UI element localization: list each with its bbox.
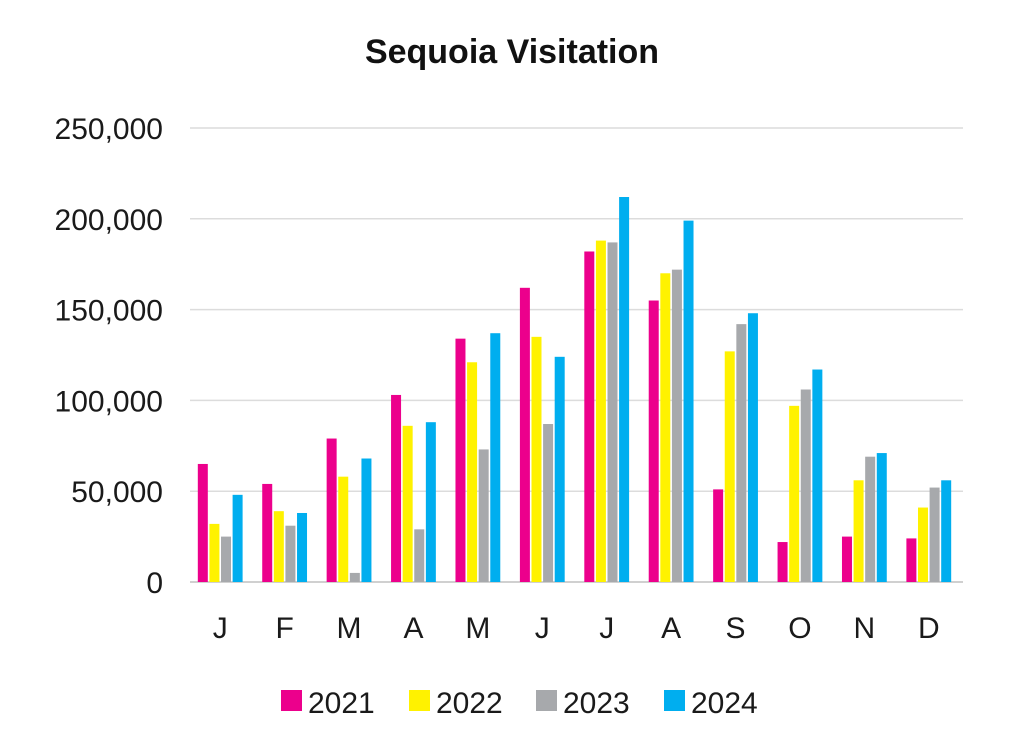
bar-2021	[906, 538, 917, 582]
legend-item-2024: 2024	[664, 687, 758, 720]
bar-2022	[273, 511, 284, 582]
bar-2021	[326, 438, 337, 582]
bar-2022	[789, 405, 800, 582]
bar-2024	[554, 356, 565, 582]
bar-2022	[467, 362, 478, 582]
bar-2024	[747, 313, 758, 582]
bar-2024	[941, 480, 952, 582]
bar-2021	[841, 536, 852, 582]
bar-2023	[671, 269, 682, 582]
y-tick-label: 50,000	[71, 476, 163, 509]
y-tick-label: 0	[146, 567, 163, 600]
bar-2023	[607, 242, 618, 582]
x-tick-label: A	[661, 612, 681, 645]
x-tick-label: M	[337, 612, 362, 645]
x-tick-label: A	[403, 612, 423, 645]
legend-swatch	[664, 690, 685, 711]
bar-2023	[221, 536, 232, 582]
bar-2024	[232, 494, 243, 582]
bar-2023	[865, 456, 876, 582]
x-tick-label: N	[854, 612, 876, 645]
bar-2023	[543, 424, 554, 582]
x-tick-label: J	[599, 612, 614, 645]
bar-2024	[425, 422, 436, 582]
bar-2021	[262, 483, 273, 582]
x-tick-label: M	[465, 612, 490, 645]
bar-2021	[777, 542, 788, 582]
bar-2023	[736, 324, 747, 582]
bar-2022	[724, 351, 735, 582]
legend-label: 2023	[563, 687, 630, 720]
legend-item-2021: 2021	[281, 687, 375, 720]
legend-label: 2024	[691, 687, 758, 720]
y-axis-ticks: 0 50,000 100,000 150,000 200,000 250,000	[55, 113, 163, 600]
bar-2023	[478, 449, 489, 582]
bar-2024	[812, 369, 823, 582]
legend: 2021 2022 2023 2024	[281, 687, 758, 720]
bar-2021	[455, 338, 466, 582]
y-tick-label: 250,000	[55, 113, 163, 146]
legend-label: 2022	[436, 687, 503, 720]
bar-2023	[349, 572, 360, 582]
bar-2024	[490, 333, 501, 582]
bar-2024	[876, 453, 887, 582]
bar-2022	[660, 273, 671, 582]
x-tick-label: J	[535, 612, 550, 645]
bar-2021	[519, 287, 530, 582]
legend-label: 2021	[308, 687, 375, 720]
bars	[197, 197, 952, 583]
bar-2021	[713, 489, 724, 582]
legend-swatch	[281, 690, 302, 711]
bar-2022	[595, 240, 606, 583]
bar-2022	[338, 476, 349, 582]
y-tick-label: 150,000	[55, 295, 163, 328]
bar-2021	[648, 300, 659, 582]
bar-2024	[683, 220, 694, 582]
bar-2021	[197, 463, 208, 582]
legend-item-2023: 2023	[536, 687, 630, 720]
chart-title: Sequoia Visitation	[365, 33, 659, 71]
bar-2023	[414, 529, 425, 582]
bar-2023	[800, 389, 811, 582]
bar-2023	[285, 525, 296, 582]
x-tick-label: S	[726, 612, 746, 645]
bar-2021	[391, 394, 402, 582]
gridlines	[190, 127, 963, 583]
x-tick-label: O	[788, 612, 811, 645]
bar-2024	[297, 512, 308, 582]
bar-2022	[402, 425, 413, 582]
bar-2022	[917, 507, 928, 582]
bar-2021	[584, 251, 595, 582]
bar-2022	[209, 523, 220, 582]
bar-2024	[361, 458, 372, 582]
x-tick-label: F	[275, 612, 293, 645]
bar-2024	[619, 197, 630, 582]
x-tick-label: D	[918, 612, 940, 645]
bar-2022	[853, 480, 864, 582]
legend-item-2022: 2022	[409, 687, 503, 720]
bar-2022	[531, 336, 542, 582]
legend-swatch	[409, 690, 430, 711]
bar-2023	[929, 487, 940, 582]
x-tick-label: J	[213, 612, 228, 645]
y-tick-label: 100,000	[55, 385, 163, 418]
y-tick-label: 200,000	[55, 204, 163, 237]
legend-swatch	[536, 690, 557, 711]
